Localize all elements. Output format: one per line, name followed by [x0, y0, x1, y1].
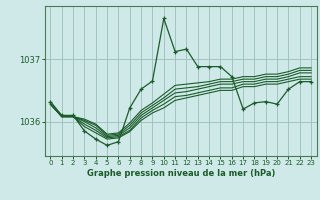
X-axis label: Graphe pression niveau de la mer (hPa): Graphe pression niveau de la mer (hPa): [87, 169, 275, 178]
